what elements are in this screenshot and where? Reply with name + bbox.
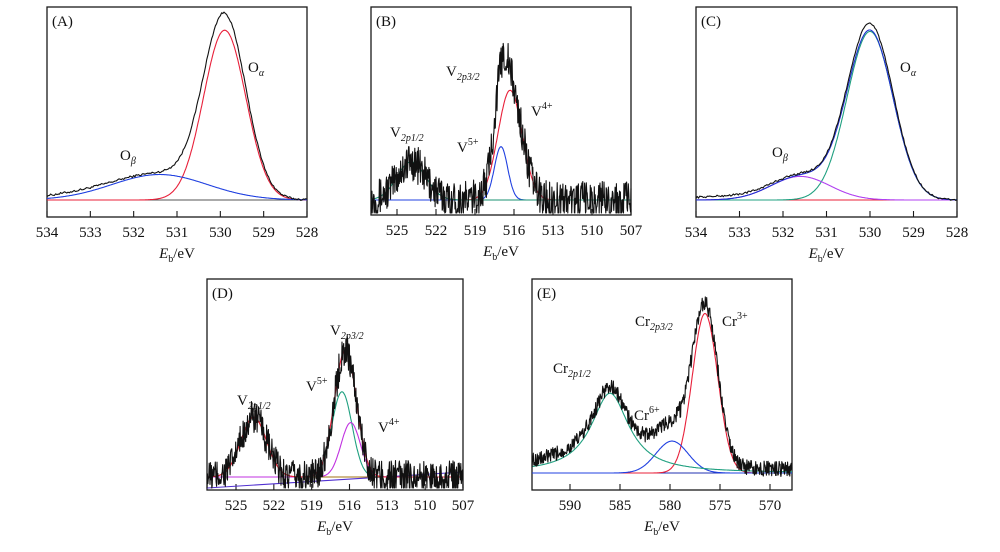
annotation-o-beta-component: Oβ xyxy=(772,145,788,164)
panel-a: 534 533 532 531 530 529 528 Eb/eV (A) Oα Oβ xyxy=(36,6,319,265)
x-tick-label: 513 xyxy=(376,498,399,514)
x-tick-label: 534 xyxy=(36,225,59,241)
x-tick-label: 575 xyxy=(709,498,732,514)
annotation-o-alpha-component: Oα xyxy=(900,60,917,79)
series-measured-spectrum xyxy=(370,42,632,214)
series-envelope-fit xyxy=(207,349,463,478)
annotation-cr-2p3-2-peak: Cr2p3/2 xyxy=(635,314,673,333)
x-axis-label: Eb/eV xyxy=(643,519,680,538)
plot-frame xyxy=(206,278,464,491)
panel-b: 525 522 519 516 513 510 507 Eb/eV (B) V2p3/2 V4+ V5… xyxy=(370,6,643,263)
x-tick-label: 531 xyxy=(166,225,189,241)
series-o-fit xyxy=(47,173,307,201)
annotation-o-beta-component: Oβ xyxy=(120,148,136,167)
annotation-cr3-component: Cr3+ xyxy=(722,311,748,330)
x-tick-label: 532 xyxy=(772,225,795,241)
annotation-v-2p1-2-peak: V2p1/2 xyxy=(237,393,271,412)
series-o-fit xyxy=(47,29,307,201)
x-tick-label: 507 xyxy=(452,498,475,514)
annotation-v-2p3-2-peak: V2p3/2 xyxy=(330,323,364,342)
series-o-fit xyxy=(696,30,958,201)
x-tick-label: 532 xyxy=(122,225,145,241)
x-axis-label: Eb/eV xyxy=(482,244,519,263)
annotation-v-2p3-2-peak: V2p3/2 xyxy=(446,64,480,83)
x-tick-label: 525 xyxy=(225,498,248,514)
series-measured-spectrum xyxy=(206,335,464,489)
panel-label: (A) xyxy=(52,14,73,30)
panel-label: (D) xyxy=(212,286,233,302)
panel-label: (C) xyxy=(701,14,721,30)
panel-label: (E) xyxy=(537,286,556,302)
panel-label: (B) xyxy=(376,14,396,30)
x-tick-label: 516 xyxy=(338,498,361,514)
plot-frame xyxy=(46,6,308,218)
x-tick-label: 530 xyxy=(859,225,882,241)
x-tick-label: 529 xyxy=(902,225,925,241)
x-tick-label: 529 xyxy=(252,225,275,241)
annotation-cr-2p1-2-peak: Cr2p1/2 xyxy=(553,361,591,380)
x-tick-label: 522 xyxy=(425,223,448,239)
series-envelope-fit xyxy=(696,29,958,201)
x-tick-label: 590 xyxy=(559,498,582,514)
annotation-v-2p1-2-peak: V2p1/2 xyxy=(390,125,424,144)
series-cr6-fit xyxy=(532,440,792,474)
x-tick-label: 585 xyxy=(609,498,632,514)
series-v4-fit xyxy=(207,422,463,478)
x-tick-label: 519 xyxy=(464,223,487,239)
annotation-v4-component: V4+ xyxy=(378,417,400,436)
panel-d: 525 522 519 516 513 510 507 Eb/eV (D) V2p3/2 V5+ V4… xyxy=(206,278,475,538)
annotation-o-alpha-component: Oα xyxy=(248,60,265,79)
x-tick-label: 510 xyxy=(414,498,437,514)
x-tick-label: 525 xyxy=(386,223,409,239)
x-tick-label: 534 xyxy=(685,225,708,241)
plot-frame xyxy=(695,6,958,218)
panel-e: 590 585 580 575 570 Eb/eV (E) Cr2p3/2 Cr3+ Cr6+ Cr… xyxy=(531,278,793,538)
x-tick-label: 510 xyxy=(581,223,604,239)
plot-frame xyxy=(531,278,793,491)
x-tick-label: 516 xyxy=(503,223,526,239)
x-tick-label: 530 xyxy=(209,225,232,241)
x-tick-label: 507 xyxy=(620,223,643,239)
x-tick-label: 528 xyxy=(946,225,969,241)
x-tick-label: 580 xyxy=(659,498,682,514)
x-tick-label: 519 xyxy=(300,498,323,514)
panel-c: 534 533 532 531 530 529 528 Eb/eV (C) Oα Oβ xyxy=(685,6,969,265)
x-tick-label: 513 xyxy=(542,223,565,239)
series-measured-spectrum xyxy=(531,296,793,477)
x-axis-label: Eb/eV xyxy=(158,246,195,265)
series-v4-fit xyxy=(371,89,631,201)
x-tick-label: 522 xyxy=(263,498,286,514)
plot-frame xyxy=(370,6,632,216)
annotation-v4-component: V4+ xyxy=(531,101,553,120)
series-v-2p1-2-fit xyxy=(207,416,463,478)
x-axis-label: Eb/eV xyxy=(808,246,845,265)
x-axis-label: Eb/eV xyxy=(316,519,353,538)
x-tick-label: 533 xyxy=(79,225,102,241)
annotation-cr6-component: Cr6+ xyxy=(634,405,660,424)
x-tick-label: 531 xyxy=(815,225,838,241)
x-tick-label: 528 xyxy=(296,225,319,241)
series-measured-spectrum xyxy=(46,11,308,201)
series-measured-spectrum xyxy=(695,22,958,201)
x-tick-label: 570 xyxy=(759,498,782,514)
annotation-v5-component: V5+ xyxy=(457,137,479,156)
annotation-v5-component: V5+ xyxy=(306,376,328,395)
x-tick-label: 533 xyxy=(728,225,751,241)
